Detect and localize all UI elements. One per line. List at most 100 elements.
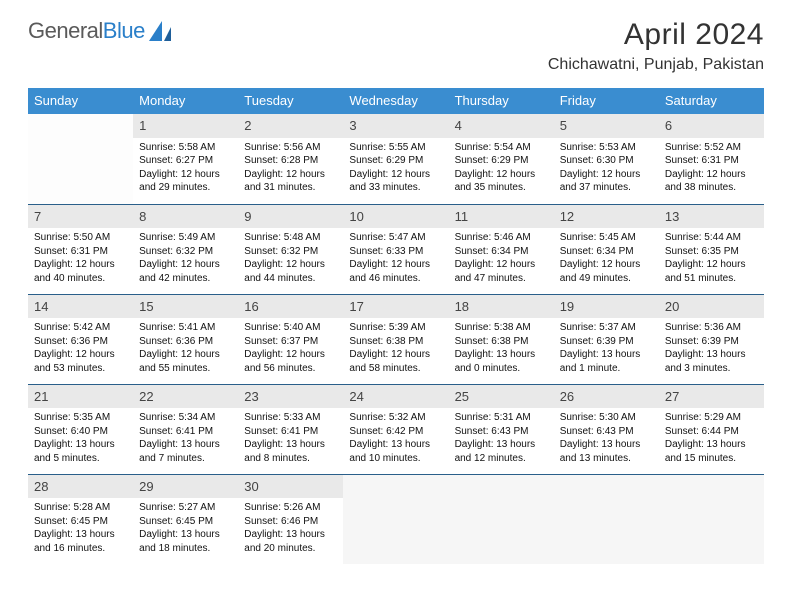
daylight2-text: and 31 minutes.	[244, 181, 337, 195]
calendar-cell: 24Sunrise: 5:32 AMSunset: 6:42 PMDayligh…	[343, 384, 448, 474]
sunset-text: Sunset: 6:43 PM	[455, 425, 548, 439]
daylight1-text: Daylight: 12 hours	[139, 168, 232, 182]
daynum-row: 11	[449, 205, 554, 229]
day-number: 5	[560, 118, 567, 133]
daylight1-text: Daylight: 12 hours	[349, 168, 442, 182]
sunset-text: Sunset: 6:36 PM	[34, 335, 127, 349]
sunset-text: Sunset: 6:37 PM	[244, 335, 337, 349]
daylight2-text: and 8 minutes.	[244, 452, 337, 466]
calendar-cell: 6Sunrise: 5:52 AMSunset: 6:31 PMDaylight…	[659, 114, 764, 204]
calendar-cell	[343, 474, 448, 564]
day-number: 22	[139, 389, 153, 404]
logo-text-blue: Blue	[103, 18, 145, 44]
day-number: 11	[455, 209, 469, 224]
day-number: 21	[34, 389, 48, 404]
day-number: 16	[244, 299, 258, 314]
calendar-cell: 23Sunrise: 5:33 AMSunset: 6:41 PMDayligh…	[238, 384, 343, 474]
day-number: 14	[34, 299, 48, 314]
daynum-row: 7	[28, 205, 133, 229]
daynum-row: 16	[238, 295, 343, 319]
daynum-row: 14	[28, 295, 133, 319]
sunrise-text: Sunrise: 5:49 AM	[139, 231, 232, 245]
daylight2-text: and 7 minutes.	[139, 452, 232, 466]
daylight2-text: and 53 minutes.	[34, 362, 127, 376]
sunset-text: Sunset: 6:27 PM	[139, 154, 232, 168]
calendar-cell: 11Sunrise: 5:46 AMSunset: 6:34 PMDayligh…	[449, 204, 554, 294]
daylight2-text: and 40 minutes.	[34, 272, 127, 286]
day-number: 29	[139, 479, 153, 494]
sunrise-text: Sunrise: 5:53 AM	[560, 141, 653, 155]
day-number: 2	[244, 118, 251, 133]
calendar-cell: 5Sunrise: 5:53 AMSunset: 6:30 PMDaylight…	[554, 114, 659, 204]
sunset-text: Sunset: 6:35 PM	[665, 245, 758, 259]
header: GeneralBlue April 2024 Chichawatni, Punj…	[28, 18, 764, 74]
calendar-cell: 17Sunrise: 5:39 AMSunset: 6:38 PMDayligh…	[343, 294, 448, 384]
daylight1-text: Daylight: 12 hours	[349, 348, 442, 362]
daylight2-text: and 3 minutes.	[665, 362, 758, 376]
daylight1-text: Daylight: 12 hours	[560, 258, 653, 272]
calendar-table: SundayMondayTuesdayWednesdayThursdayFrid…	[28, 88, 764, 564]
daynum-row: 25	[449, 385, 554, 409]
sunrise-text: Sunrise: 5:39 AM	[349, 321, 442, 335]
daylight1-text: Daylight: 12 hours	[349, 258, 442, 272]
calendar-cell: 7Sunrise: 5:50 AMSunset: 6:31 PMDaylight…	[28, 204, 133, 294]
daynum-row: 6	[659, 114, 764, 138]
day-number: 1	[139, 118, 146, 133]
sunrise-text: Sunrise: 5:28 AM	[34, 501, 127, 515]
daylight2-text: and 55 minutes.	[139, 362, 232, 376]
daylight2-text: and 29 minutes.	[139, 181, 232, 195]
daynum-row: 12	[554, 205, 659, 229]
calendar-cell: 9Sunrise: 5:48 AMSunset: 6:32 PMDaylight…	[238, 204, 343, 294]
daylight2-text: and 10 minutes.	[349, 452, 442, 466]
sunrise-text: Sunrise: 5:45 AM	[560, 231, 653, 245]
daylight2-text: and 5 minutes.	[34, 452, 127, 466]
sunset-text: Sunset: 6:44 PM	[665, 425, 758, 439]
day-header: Friday	[554, 88, 659, 114]
sunrise-text: Sunrise: 5:35 AM	[34, 411, 127, 425]
daylight1-text: Daylight: 13 hours	[349, 438, 442, 452]
daynum-row: 13	[659, 205, 764, 229]
daylight2-text: and 51 minutes.	[665, 272, 758, 286]
day-number: 25	[455, 389, 469, 404]
daylight1-text: Daylight: 12 hours	[665, 168, 758, 182]
daynum-row: 8	[133, 205, 238, 229]
sunset-text: Sunset: 6:41 PM	[244, 425, 337, 439]
daylight2-text: and 15 minutes.	[665, 452, 758, 466]
daylight1-text: Daylight: 12 hours	[139, 258, 232, 272]
daynum-row: 23	[238, 385, 343, 409]
sunset-text: Sunset: 6:31 PM	[665, 154, 758, 168]
day-number: 8	[139, 209, 146, 224]
daylight1-text: Daylight: 13 hours	[665, 438, 758, 452]
day-header: Tuesday	[238, 88, 343, 114]
sunset-text: Sunset: 6:42 PM	[349, 425, 442, 439]
daynum-row: 10	[343, 205, 448, 229]
daylight1-text: Daylight: 13 hours	[139, 528, 232, 542]
daylight2-text: and 33 minutes.	[349, 181, 442, 195]
sunset-text: Sunset: 6:38 PM	[455, 335, 548, 349]
logo: GeneralBlue	[28, 18, 175, 44]
calendar-cell: 8Sunrise: 5:49 AMSunset: 6:32 PMDaylight…	[133, 204, 238, 294]
sunrise-text: Sunrise: 5:44 AM	[665, 231, 758, 245]
day-number: 6	[665, 118, 672, 133]
calendar-row: 7Sunrise: 5:50 AMSunset: 6:31 PMDaylight…	[28, 204, 764, 294]
daynum-row: 9	[238, 205, 343, 229]
logo-text-general: General	[28, 18, 103, 44]
daylight2-text: and 56 minutes.	[244, 362, 337, 376]
sunset-text: Sunset: 6:31 PM	[34, 245, 127, 259]
calendar-cell: 12Sunrise: 5:45 AMSunset: 6:34 PMDayligh…	[554, 204, 659, 294]
calendar-cell: 15Sunrise: 5:41 AMSunset: 6:36 PMDayligh…	[133, 294, 238, 384]
title-block: April 2024 Chichawatni, Punjab, Pakistan	[548, 18, 764, 74]
daynum-row: 19	[554, 295, 659, 319]
daylight2-text: and 20 minutes.	[244, 542, 337, 556]
sunset-text: Sunset: 6:29 PM	[455, 154, 548, 168]
day-number: 30	[244, 479, 258, 494]
month-title: April 2024	[548, 18, 764, 52]
sunrise-text: Sunrise: 5:36 AM	[665, 321, 758, 335]
sunset-text: Sunset: 6:39 PM	[665, 335, 758, 349]
day-number: 4	[455, 118, 462, 133]
day-number: 12	[560, 209, 574, 224]
daynum-row: 29	[133, 475, 238, 499]
sunrise-text: Sunrise: 5:54 AM	[455, 141, 548, 155]
daylight1-text: Daylight: 12 hours	[560, 168, 653, 182]
daylight1-text: Daylight: 12 hours	[665, 258, 758, 272]
